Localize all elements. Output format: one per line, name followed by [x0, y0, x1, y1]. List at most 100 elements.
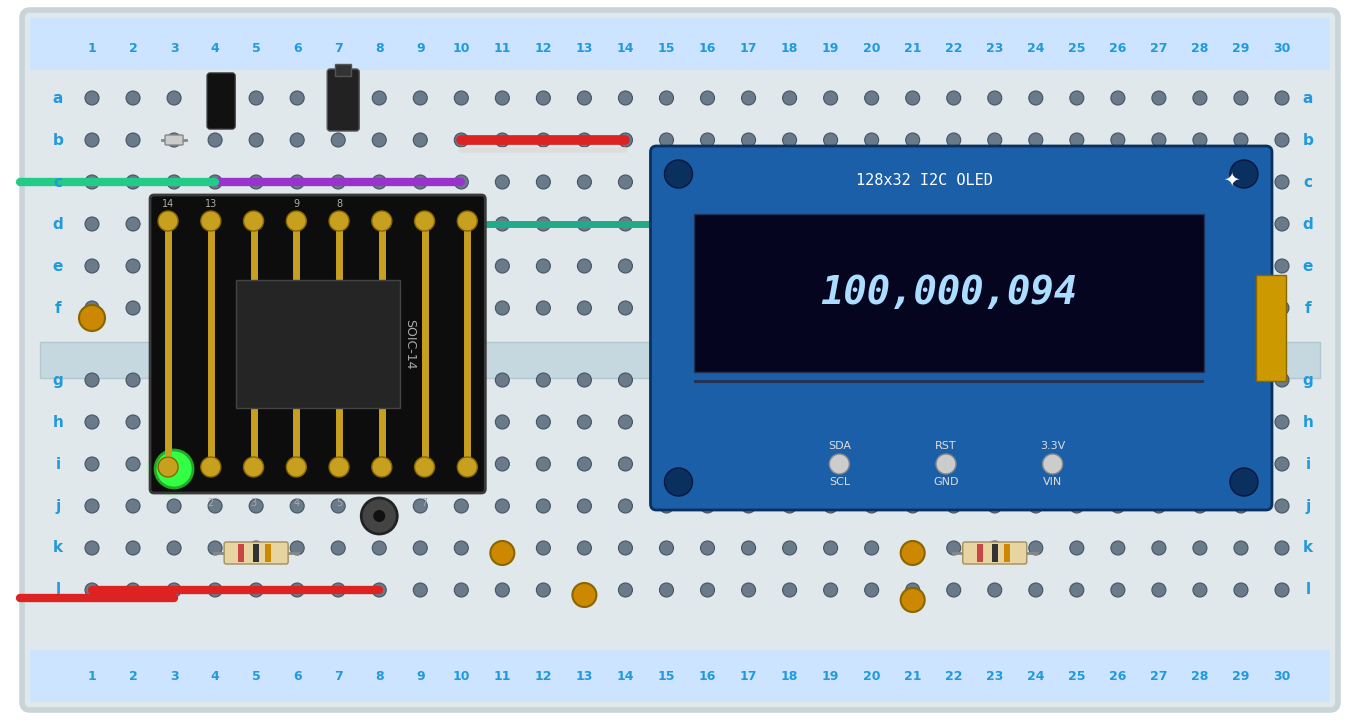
- Circle shape: [84, 499, 99, 513]
- Circle shape: [1234, 541, 1248, 555]
- Text: GND: GND: [933, 477, 959, 487]
- Circle shape: [1234, 175, 1248, 189]
- Circle shape: [1028, 499, 1043, 513]
- Circle shape: [1028, 373, 1043, 387]
- Circle shape: [1111, 457, 1125, 471]
- Circle shape: [1111, 259, 1125, 273]
- Circle shape: [660, 259, 673, 273]
- Circle shape: [208, 541, 222, 555]
- Circle shape: [1152, 301, 1166, 315]
- Text: f: f: [1304, 300, 1311, 315]
- Text: j: j: [1306, 498, 1311, 513]
- Circle shape: [619, 583, 632, 597]
- Circle shape: [1193, 217, 1206, 231]
- Circle shape: [373, 583, 386, 597]
- Circle shape: [660, 91, 673, 105]
- Bar: [235, 280, 400, 408]
- Text: h: h: [53, 415, 64, 430]
- Circle shape: [1276, 259, 1289, 273]
- Circle shape: [782, 541, 797, 555]
- Circle shape: [84, 583, 99, 597]
- Circle shape: [619, 259, 632, 273]
- Circle shape: [1070, 133, 1084, 147]
- Circle shape: [782, 301, 797, 315]
- Circle shape: [454, 133, 468, 147]
- Text: 20: 20: [862, 670, 880, 683]
- Circle shape: [167, 541, 181, 555]
- Circle shape: [578, 91, 592, 105]
- Circle shape: [208, 499, 222, 513]
- Text: a: a: [53, 91, 63, 106]
- Circle shape: [208, 583, 222, 597]
- Text: 2: 2: [129, 42, 137, 55]
- Circle shape: [167, 457, 181, 471]
- Circle shape: [290, 457, 305, 471]
- Circle shape: [290, 175, 305, 189]
- Circle shape: [362, 498, 397, 534]
- Circle shape: [495, 91, 510, 105]
- Circle shape: [84, 259, 99, 273]
- Text: 28: 28: [1191, 670, 1209, 683]
- Bar: [695, 380, 1204, 383]
- Circle shape: [987, 541, 1002, 555]
- Circle shape: [536, 373, 551, 387]
- Circle shape: [332, 541, 345, 555]
- Circle shape: [824, 499, 838, 513]
- Bar: [30, 18, 1330, 70]
- Circle shape: [782, 133, 797, 147]
- Circle shape: [1276, 175, 1289, 189]
- Circle shape: [373, 259, 386, 273]
- Circle shape: [660, 217, 673, 231]
- Circle shape: [373, 415, 386, 429]
- Circle shape: [1193, 373, 1206, 387]
- Circle shape: [329, 457, 350, 477]
- Circle shape: [987, 175, 1002, 189]
- Text: k: k: [1303, 541, 1312, 556]
- Text: 2: 2: [208, 498, 214, 508]
- Circle shape: [373, 457, 386, 471]
- Circle shape: [167, 301, 181, 315]
- Circle shape: [249, 133, 262, 147]
- Text: 8: 8: [375, 670, 384, 683]
- Circle shape: [987, 415, 1002, 429]
- Circle shape: [660, 301, 673, 315]
- Circle shape: [536, 133, 551, 147]
- Circle shape: [947, 259, 960, 273]
- Bar: [335, 64, 351, 76]
- Circle shape: [126, 415, 140, 429]
- Text: 12: 12: [534, 670, 552, 683]
- Text: d: d: [53, 217, 64, 232]
- FancyBboxPatch shape: [963, 542, 1027, 564]
- Text: 19: 19: [821, 670, 839, 683]
- Circle shape: [536, 259, 551, 273]
- Circle shape: [741, 541, 756, 555]
- Circle shape: [373, 217, 386, 231]
- Text: 30: 30: [1273, 42, 1291, 55]
- Circle shape: [457, 457, 477, 477]
- Circle shape: [1028, 175, 1043, 189]
- Circle shape: [947, 373, 960, 387]
- Circle shape: [415, 457, 435, 477]
- Circle shape: [578, 499, 592, 513]
- Circle shape: [1152, 217, 1166, 231]
- Circle shape: [741, 133, 756, 147]
- Circle shape: [1152, 457, 1166, 471]
- Circle shape: [1070, 301, 1084, 315]
- Circle shape: [619, 373, 632, 387]
- Circle shape: [126, 499, 140, 513]
- Circle shape: [491, 541, 514, 565]
- Text: SDA: SDA: [828, 441, 851, 451]
- Circle shape: [160, 456, 175, 470]
- Text: 4: 4: [211, 670, 219, 683]
- Circle shape: [1276, 415, 1289, 429]
- Circle shape: [665, 160, 692, 188]
- Circle shape: [578, 301, 592, 315]
- Circle shape: [700, 91, 714, 105]
- Circle shape: [415, 211, 435, 231]
- Circle shape: [290, 583, 305, 597]
- Circle shape: [700, 259, 714, 273]
- Circle shape: [495, 217, 510, 231]
- Circle shape: [741, 301, 756, 315]
- Circle shape: [824, 91, 838, 105]
- Text: 25: 25: [1068, 42, 1085, 55]
